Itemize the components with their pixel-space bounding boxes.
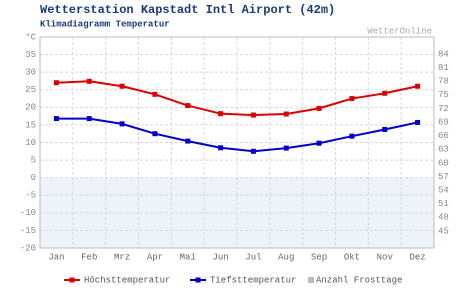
x-tick-label: Mai <box>180 252 196 262</box>
y2-tick-label: 48 <box>438 213 449 223</box>
y2-tick-label: 78 <box>438 77 449 87</box>
y2-tick-label: 66 <box>438 131 449 141</box>
x-tick-label: Mrz <box>114 252 130 262</box>
x-tick-label: Aug <box>278 252 294 262</box>
point <box>250 112 256 118</box>
point <box>119 83 125 89</box>
point <box>349 133 355 139</box>
point <box>382 126 388 132</box>
y-tick-label: 5 <box>31 155 36 165</box>
x-tick-label: Dez <box>409 252 425 262</box>
point <box>218 145 224 151</box>
point <box>119 121 125 127</box>
y2-tick-label: 54 <box>438 186 449 196</box>
point <box>185 138 191 144</box>
x-tick-label: Nov <box>377 252 394 262</box>
series-line <box>56 117 418 153</box>
y-axis-label: °C <box>25 32 36 42</box>
point <box>415 119 421 125</box>
legend-label: Höchsttemperatur <box>84 275 170 285</box>
y2-tick-label: 75 <box>438 90 449 100</box>
y2-tick-label: 45 <box>438 226 449 236</box>
x-tick-label: Feb <box>81 252 97 262</box>
chart-title: Wetterstation Kapstadt Intl Airport (42m… <box>40 3 335 17</box>
y2-tick-label: 69 <box>438 117 449 127</box>
point <box>53 80 59 86</box>
y-tick-label: 30 <box>25 68 36 78</box>
point <box>415 83 421 89</box>
y-tick-label: 10 <box>25 138 36 148</box>
point <box>250 148 256 154</box>
x-tick-label: Jan <box>48 252 64 262</box>
point <box>185 103 191 109</box>
point <box>218 111 224 117</box>
y-tick-label: -15 <box>20 226 36 236</box>
plot-frame <box>39 36 435 249</box>
y-tick-label: -10 <box>20 208 36 218</box>
point <box>316 140 322 146</box>
point <box>316 105 322 111</box>
point <box>86 116 92 122</box>
y2-tick-label: 81 <box>438 63 449 73</box>
y2-tick-label: 63 <box>438 145 449 155</box>
x-tick-label: Jun <box>212 252 228 262</box>
point <box>152 131 158 137</box>
y-tick-label: 0 <box>31 173 36 183</box>
point <box>283 145 289 151</box>
x-tick-label: Jul <box>245 252 261 262</box>
y2-tick-label: 57 <box>438 172 449 182</box>
y2-tick-label: 60 <box>438 158 449 168</box>
point <box>283 111 289 117</box>
point <box>349 96 355 102</box>
point <box>152 91 158 97</box>
y-tick-label: 15 <box>25 120 36 130</box>
y-tick-label: -20 <box>20 243 36 253</box>
y-tick-label: 25 <box>25 85 36 95</box>
x-tick-label: Okt <box>344 252 360 262</box>
x-tick-label: Apr <box>147 252 163 262</box>
legend-label: Tiefsttemperatur <box>210 275 296 285</box>
legend-marker <box>308 277 314 283</box>
watermark: WetterOnline <box>367 26 432 36</box>
legend-marker <box>69 277 75 283</box>
y2-tick-label: 72 <box>438 104 449 114</box>
y2-tick-label: 84 <box>438 49 449 59</box>
y-tick-label: -5 <box>25 191 36 201</box>
point <box>53 116 59 122</box>
x-tick-label: Sep <box>311 252 327 262</box>
legend-label: Anzahl Frosttage <box>316 275 402 285</box>
chart-subtitle: Klimadiagramm Temperatur <box>40 19 170 29</box>
legend-marker <box>195 277 201 283</box>
y-tick-label: 20 <box>25 103 36 113</box>
point <box>86 78 92 84</box>
y-tick-label: 35 <box>25 50 36 60</box>
point <box>382 90 388 96</box>
y2-tick-label: 51 <box>438 199 449 209</box>
series-line <box>56 80 418 117</box>
